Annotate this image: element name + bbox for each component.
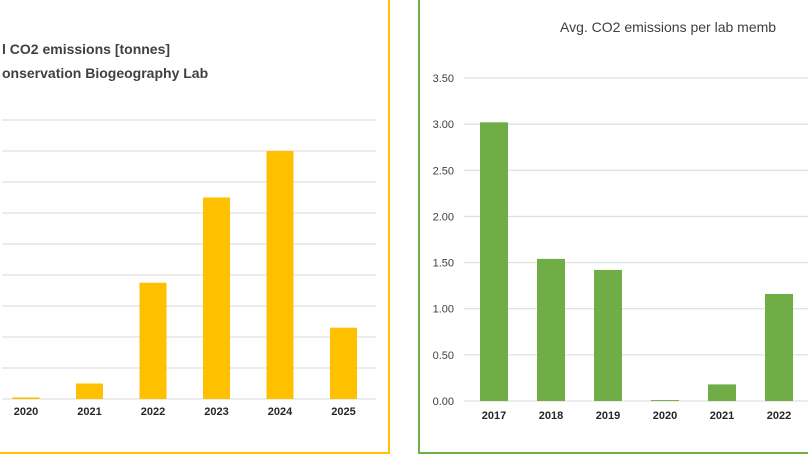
x-tick-label: 2020 (653, 410, 677, 422)
bar-2025 (330, 327, 357, 399)
x-tick-label: 2017 (482, 410, 506, 422)
bar-2021 (708, 384, 736, 401)
bar-2024 (266, 151, 294, 399)
bar-chart-avg-emissions: Avg. CO2 emissions per lab memb 0.00 0.50… (433, 19, 808, 422)
bar-2018 (537, 258, 565, 401)
x-tick-label: 2019 (596, 410, 620, 422)
bar-2022 (765, 293, 793, 401)
y-tick-label: 3.00 (433, 119, 454, 131)
y-tick-label: 2.00 (433, 211, 454, 223)
bar-2017 (480, 122, 508, 401)
x-tick-label: 2021 (710, 410, 734, 422)
x-tick-label: 2023 (204, 406, 228, 418)
bar-chart-total-emissions: l CO2 emissions [tonnes] onservation Bio… (2, 41, 376, 418)
x-tick-label: 2020 (14, 406, 38, 418)
x-tick-label: 2025 (331, 406, 355, 418)
x-tick-label: 2022 (141, 406, 165, 418)
chart-title: Avg. CO2 emissions per lab memb (560, 19, 776, 35)
chart-panel-total-emissions: l CO2 emissions [tonnes] onservation Bio… (0, 0, 390, 454)
y-tick-label: 1.00 (433, 304, 454, 316)
x-tick-label: 2024 (268, 406, 293, 418)
bar-2023 (203, 197, 230, 399)
x-tick-label: 2018 (539, 410, 563, 422)
bar-2019 (594, 269, 622, 401)
chart-title-line-1: l CO2 emissions [tonnes] (2, 41, 170, 57)
bar-2020 (12, 397, 40, 399)
y-tick-label: 0.00 (433, 396, 454, 408)
y-tick-label: 3.50 (433, 73, 454, 85)
y-tick-label: 1.50 (433, 258, 454, 270)
bar-2020 (651, 400, 679, 401)
chart-panel-avg-emissions: Avg. CO2 emissions per lab memb 0.00 0.50… (418, 0, 808, 454)
bar-2022 (139, 282, 167, 399)
y-tick-label: 2.50 (433, 165, 454, 177)
y-tick-label: 0.50 (433, 350, 454, 362)
x-tick-label: 2021 (77, 406, 101, 418)
chart-title-line-2: onservation Biogeography Lab (2, 65, 208, 81)
x-tick-label: 2022 (767, 410, 791, 422)
bar-2021 (76, 383, 103, 399)
